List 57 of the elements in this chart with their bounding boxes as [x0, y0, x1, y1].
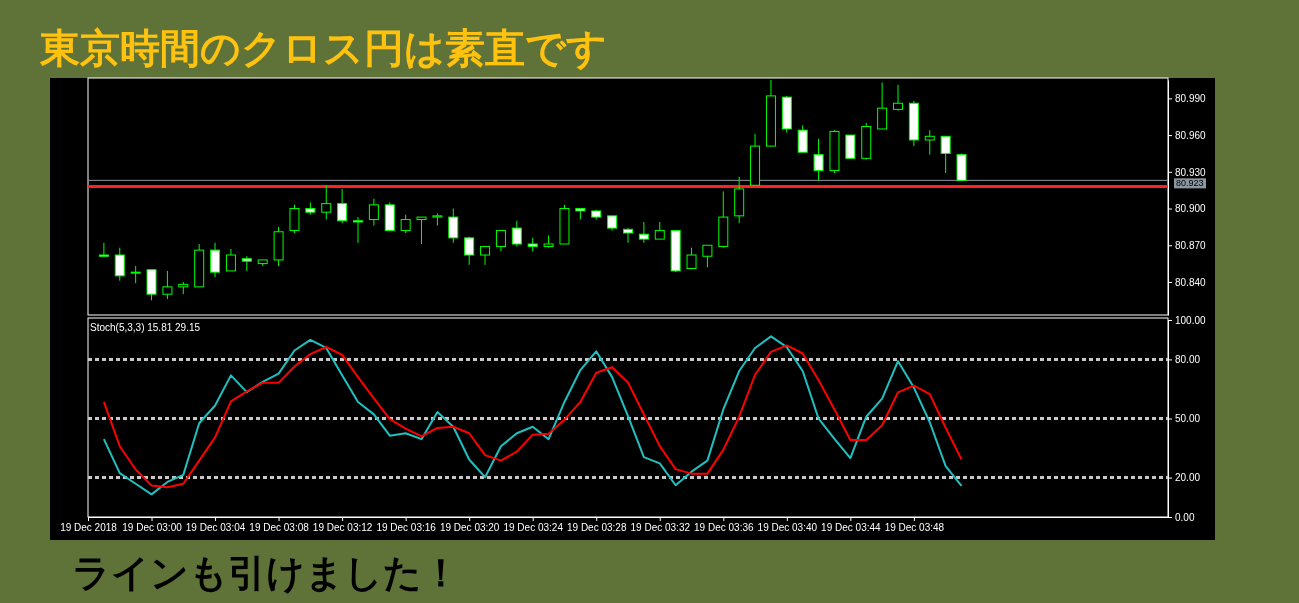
candlestick: [845, 134, 856, 159]
candlestick: [98, 242, 109, 257]
chart-title: Stoch(5,3,3) 15.81 29.15: [90, 322, 201, 333]
candlestick: [114, 247, 125, 282]
candlestick: [638, 221, 649, 244]
y-tick-label: 50.00: [1175, 413, 1201, 425]
y-tick-label: 20.00: [1175, 472, 1201, 484]
y-tick-label: 80.930: [1175, 166, 1207, 178]
candlestick: [893, 84, 903, 112]
candlestick: [162, 270, 173, 300]
x-tick-label: 19 Dec 03:48: [884, 522, 945, 534]
candlestick: [480, 245, 491, 266]
candlestick: [400, 214, 411, 234]
candlestick: [225, 248, 236, 272]
y-tick-label: 80.990: [1175, 93, 1207, 105]
x-tick-label: 19 Dec 03:04: [185, 522, 246, 534]
x-tick-label: 19 Dec 03:44: [821, 522, 882, 534]
y-tick-label: 80.840: [1175, 276, 1207, 288]
candlestick: [353, 216, 363, 244]
x-tick-label: 19 Dec 03:32: [630, 522, 691, 534]
x-tick-label: 19 Dec 03:36: [694, 522, 754, 534]
candlestick: [797, 124, 808, 153]
y-tick-label: 80.870: [1175, 239, 1207, 251]
x-tick-label: 19 Dec 03:12: [312, 522, 373, 534]
candlestick: [416, 216, 427, 245]
candlestick: [511, 220, 522, 247]
x-tick-label: 19 Dec 03:20: [439, 522, 500, 534]
candlestick: [464, 236, 475, 266]
y-tick-label: 0.00: [1175, 511, 1195, 523]
candlestick: [448, 208, 459, 244]
x-tick-label: 19 Dec 03:16: [376, 522, 437, 534]
text: ラインも引けました！: [72, 552, 460, 594]
candlestick: [877, 81, 888, 130]
candlestick: [813, 138, 824, 181]
candlestick: [289, 204, 300, 234]
x-tick-label: 19 Dec 03:08: [249, 522, 310, 534]
candlestick: [686, 247, 697, 269]
x-tick-label: 19 Dec 2018: [60, 522, 118, 534]
candlestick: [337, 188, 348, 224]
candlestick: [924, 129, 935, 156]
x-tick-label: 19 Dec 03:28: [566, 522, 627, 534]
y-tick-label: 80.900: [1175, 203, 1207, 215]
candlestick: [368, 198, 379, 227]
candlestick: [210, 242, 221, 278]
candlestick: [623, 227, 633, 244]
y-tick-label: 80.00: [1175, 354, 1201, 366]
x-tick-label: 19 Dec 03:40: [757, 522, 818, 534]
candlestick: [702, 244, 713, 268]
x-tick-label: 19 Dec 03:00: [122, 522, 183, 534]
chart-title: 東京時間のクロス円は素直です: [39, 26, 607, 71]
y-tick-label: 100.00: [1175, 314, 1207, 326]
ref-line-label: 80.923: [1176, 178, 1204, 189]
candlestick: [495, 230, 506, 252]
candlestick: [940, 135, 951, 174]
y-tick-label: 80.960: [1175, 129, 1207, 141]
x-tick-label: 19 Dec 03:24: [503, 522, 564, 534]
candlestick: [321, 184, 332, 221]
